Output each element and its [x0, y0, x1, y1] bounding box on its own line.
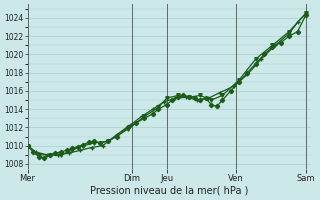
X-axis label: Pression niveau de la mer( hPa ): Pression niveau de la mer( hPa ): [90, 186, 249, 196]
